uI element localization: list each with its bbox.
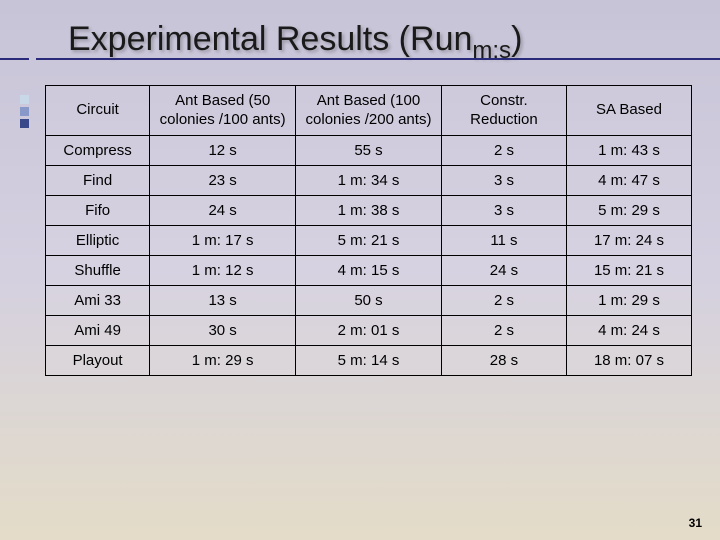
cell-sa: 5 m: 29 s xyxy=(566,196,691,226)
table-row: Find23 s1 m: 34 s3 s4 m: 47 s xyxy=(46,166,692,196)
results-table: Circuit Ant Based (50 colonies /100 ants… xyxy=(45,85,692,377)
table-row: Fifo24 s1 m: 38 s3 s5 m: 29 s xyxy=(46,196,692,226)
cell-constr: 24 s xyxy=(441,256,566,286)
cell-ant50: 1 m: 12 s xyxy=(150,256,296,286)
slide-number: 31 xyxy=(689,516,702,530)
cell-ant50: 13 s xyxy=(150,286,296,316)
cell-constr: 2 s xyxy=(441,136,566,166)
table-row: Elliptic1 m: 17 s5 m: 21 s11 s17 m: 24 s xyxy=(46,226,692,256)
cell-ant100: 2 m: 01 s xyxy=(296,316,442,346)
cell-ant100: 1 m: 34 s xyxy=(296,166,442,196)
cell-constr: 2 s xyxy=(441,316,566,346)
cell-constr: 3 s xyxy=(441,196,566,226)
cell-sa: 1 m: 29 s xyxy=(566,286,691,316)
cell-circuit: Ami 49 xyxy=(46,316,150,346)
cell-circuit: Elliptic xyxy=(46,226,150,256)
cell-ant50: 23 s xyxy=(150,166,296,196)
cell-circuit: Shuffle xyxy=(46,256,150,286)
table-row: Ami 3313 s50 s2 s1 m: 29 s xyxy=(46,286,692,316)
cell-sa: 1 m: 43 s xyxy=(566,136,691,166)
cell-ant100: 50 s xyxy=(296,286,442,316)
col-header-constr: Constr. Reduction xyxy=(441,85,566,136)
cell-constr: 2 s xyxy=(441,286,566,316)
table-row: Playout1 m: 29 s5 m: 14 s28 s18 m: 07 s xyxy=(46,346,692,376)
cell-ant100: 1 m: 38 s xyxy=(296,196,442,226)
cell-circuit: Fifo xyxy=(46,196,150,226)
cell-ant50: 12 s xyxy=(150,136,296,166)
cell-circuit: Find xyxy=(46,166,150,196)
col-header-circuit: Circuit xyxy=(46,85,150,136)
cell-constr: 11 s xyxy=(441,226,566,256)
title-prefix: Experimental Results (Run xyxy=(68,20,472,58)
cell-ant50: 30 s xyxy=(150,316,296,346)
table-row: Shuffle1 m: 12 s4 m: 15 s24 s15 m: 21 s xyxy=(46,256,692,286)
cell-circuit: Playout xyxy=(46,346,150,376)
bullet-square-icon xyxy=(20,107,29,116)
cell-ant50: 24 s xyxy=(150,196,296,226)
cell-ant100: 55 s xyxy=(296,136,442,166)
cell-sa: 4 m: 24 s xyxy=(566,316,691,346)
table-row: Ami 4930 s2 m: 01 s2 s4 m: 24 s xyxy=(46,316,692,346)
title-suffix: ) xyxy=(511,20,522,58)
col-header-ant50: Ant Based (50 colonies /100 ants) xyxy=(150,85,296,136)
decorative-bullets xyxy=(20,95,29,128)
bullet-square-icon xyxy=(20,95,29,104)
cell-constr: 3 s xyxy=(441,166,566,196)
cell-sa: 4 m: 47 s xyxy=(566,166,691,196)
cell-constr: 28 s xyxy=(441,346,566,376)
cell-ant100: 5 m: 14 s xyxy=(296,346,442,376)
cell-sa: 17 m: 24 s xyxy=(566,226,691,256)
title-underline xyxy=(0,58,720,60)
cell-circuit: Ami 33 xyxy=(46,286,150,316)
cell-circuit: Compress xyxy=(46,136,150,166)
cell-ant50: 1 m: 17 s xyxy=(150,226,296,256)
cell-ant100: 4 m: 15 s xyxy=(296,256,442,286)
table-header-row: Circuit Ant Based (50 colonies /100 ants… xyxy=(46,85,692,136)
col-header-ant100: Ant Based (100 colonies /200 ants) xyxy=(296,85,442,136)
bullet-square-icon xyxy=(20,119,29,128)
col-header-sa: SA Based xyxy=(566,85,691,136)
table-row: Compress12 s55 s2 s1 m: 43 s xyxy=(46,136,692,166)
cell-sa: 18 m: 07 s xyxy=(566,346,691,376)
cell-sa: 15 m: 21 s xyxy=(566,256,691,286)
cell-ant50: 1 m: 29 s xyxy=(150,346,296,376)
cell-ant100: 5 m: 21 s xyxy=(296,226,442,256)
